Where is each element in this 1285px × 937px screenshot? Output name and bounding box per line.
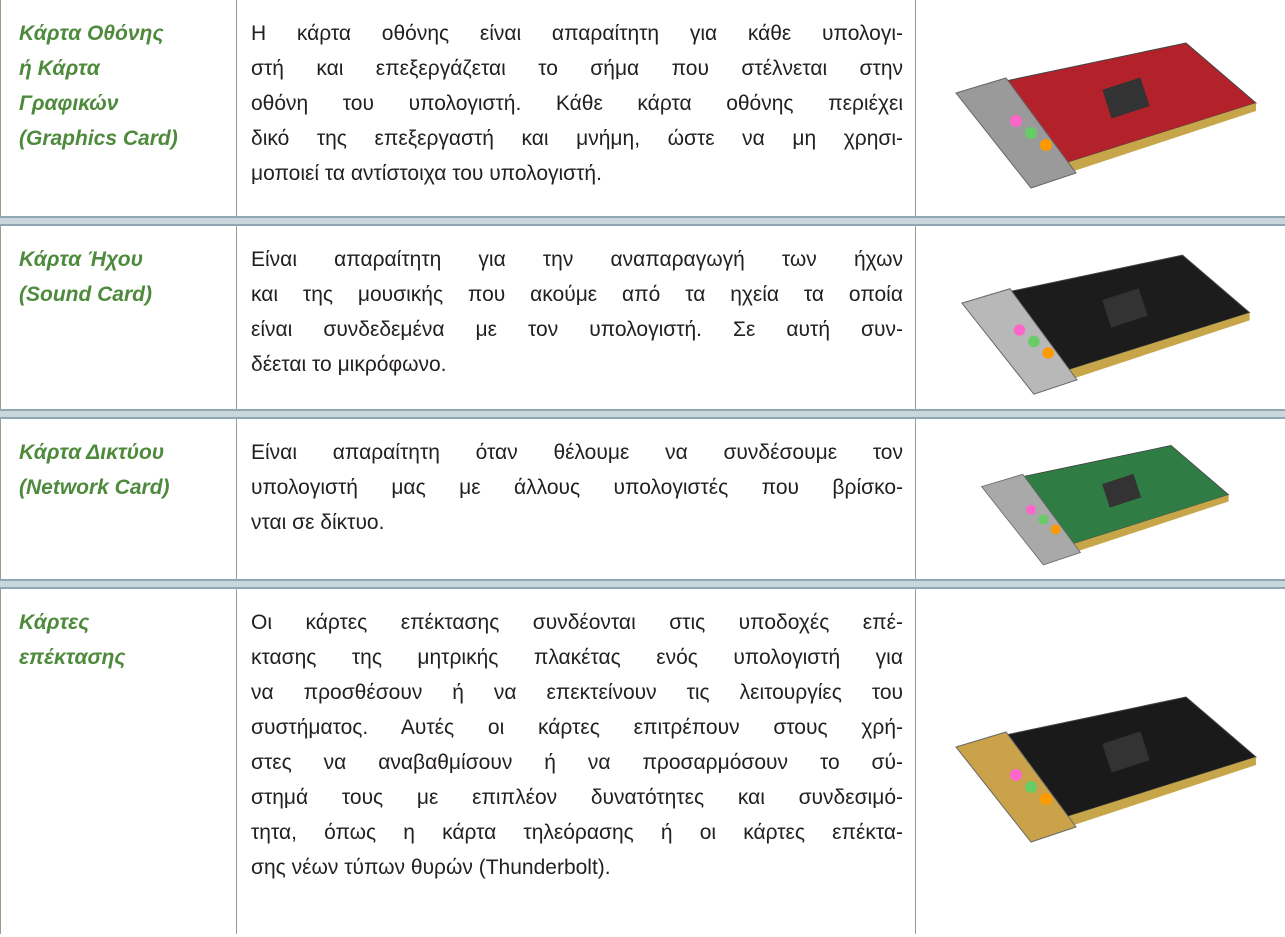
table-row: Κάρτες επέκτασης Οι κάρτες επέκτασης συνδέ…	[0, 589, 1285, 934]
description-line: νται σε δίκτυο.	[251, 511, 385, 534]
term-line: Κάρτες	[19, 611, 90, 634]
term-cell: Κάρτες επέκτασης	[0, 589, 237, 934]
description-line: Είναι απαραίτητη όταν θέλουμε να συνδέσο…	[251, 441, 903, 464]
image-cell	[916, 0, 1285, 216]
table-row: Κάρτα Ήχου (Sound Card) Είναι απαραίτητη γ…	[0, 226, 1285, 409]
term-cell: Κάρτα Δικτύου (Network Card)	[0, 419, 237, 579]
description-line: να προσθέσουν ή να επεκτείνουν τις λειτο…	[251, 681, 903, 704]
description-cell: Είναι απαραίτητη για την αναπαραγωγή των…	[237, 226, 916, 409]
description-line: στημά τους με επιπλέον δυνατότητες και σ…	[251, 786, 903, 809]
image-cell	[916, 226, 1285, 409]
card-image	[954, 42, 1257, 189]
description-line: συστήματος. Αυτές οι κάρτες επιτρέπουν σ…	[251, 716, 903, 739]
description-line: δικό της επεξεργαστή και μνήμη, ώστε να …	[251, 127, 903, 150]
description-line: υπολογιστή μας με άλλους υπολογιστές που…	[251, 476, 903, 499]
image-cell	[916, 589, 1285, 934]
description-line: Οι κάρτες επέκτασης συνδέονται στις υποδ…	[251, 611, 903, 634]
row-separator	[0, 409, 1285, 419]
description-line: τητα, όπως η κάρτα τηλεόρασης ή οι κάρτε…	[251, 821, 903, 844]
description-line: δέεται το μικρόφωνο.	[251, 353, 447, 376]
term-line: ή Κάρτα	[19, 57, 100, 80]
term-line: (Graphics Card)	[19, 127, 178, 150]
term-cell: Κάρτα Ήχου (Sound Card)	[0, 226, 237, 409]
description-line: στες να αναβαθμίσουν ή να προσαρμόσουν τ…	[251, 751, 903, 774]
description-line: μοποιεί τα αντίστοιχα του υπολογιστή.	[251, 162, 602, 185]
description-cell: Είναι απαραίτητη όταν θέλουμε να συνδέσο…	[237, 419, 916, 579]
term-cell: Κάρτα Οθόνης ή Κάρτα Γραφικών (Graphics Car…	[0, 0, 237, 216]
description-line: οθόνη του υπολογιστή. Κάθε κάρτα οθόνης …	[251, 92, 903, 115]
row-separator	[0, 216, 1285, 226]
card-image	[980, 445, 1229, 566]
description-line: στή και επεξεργάζεται το σήμα που στέλνε…	[251, 57, 903, 80]
description-line: Είναι απαραίτητη για την αναπαραγωγή των…	[251, 248, 903, 271]
description-line: Η κάρτα οθόνης είναι απαραίτητη για κάθε…	[251, 22, 903, 45]
term-line: Κάρτα Ήχου	[19, 248, 144, 271]
card-image	[960, 254, 1251, 395]
card-image	[954, 695, 1257, 843]
term-line: (Sound Card)	[19, 283, 152, 306]
term-line: επέκτασης	[19, 646, 126, 669]
term-line: Γραφικών	[19, 92, 119, 115]
description-line: σης νέων τύπων θυρών (Thunderbolt).	[251, 856, 611, 879]
image-cell	[916, 419, 1285, 579]
term-line: (Network Card)	[19, 476, 170, 499]
description-line: και της μουσικής που ακούμε από τα ηχεία…	[251, 283, 903, 306]
table-row: Κάρτα Οθόνης ή Κάρτα Γραφικών (Graphics Car…	[0, 0, 1285, 216]
description-cell: Η κάρτα οθόνης είναι απαραίτητη για κάθε…	[237, 0, 916, 216]
term-line: Κάρτα Δικτύου	[19, 441, 165, 464]
description-line: είναι συνδεδεμένα με τον υπολογιστή. Σε …	[251, 318, 903, 341]
description-line: κτασης της μητρικής πλακέτας ενός υπολογ…	[251, 646, 903, 669]
description-cell: Οι κάρτες επέκτασης συνδέονται στις υποδ…	[237, 589, 916, 934]
table-row: Κάρτα Δικτύου (Network Card) Είναι απαραίτ…	[0, 419, 1285, 579]
term-line: Κάρτα Οθόνης	[19, 22, 164, 45]
row-separator	[0, 579, 1285, 589]
